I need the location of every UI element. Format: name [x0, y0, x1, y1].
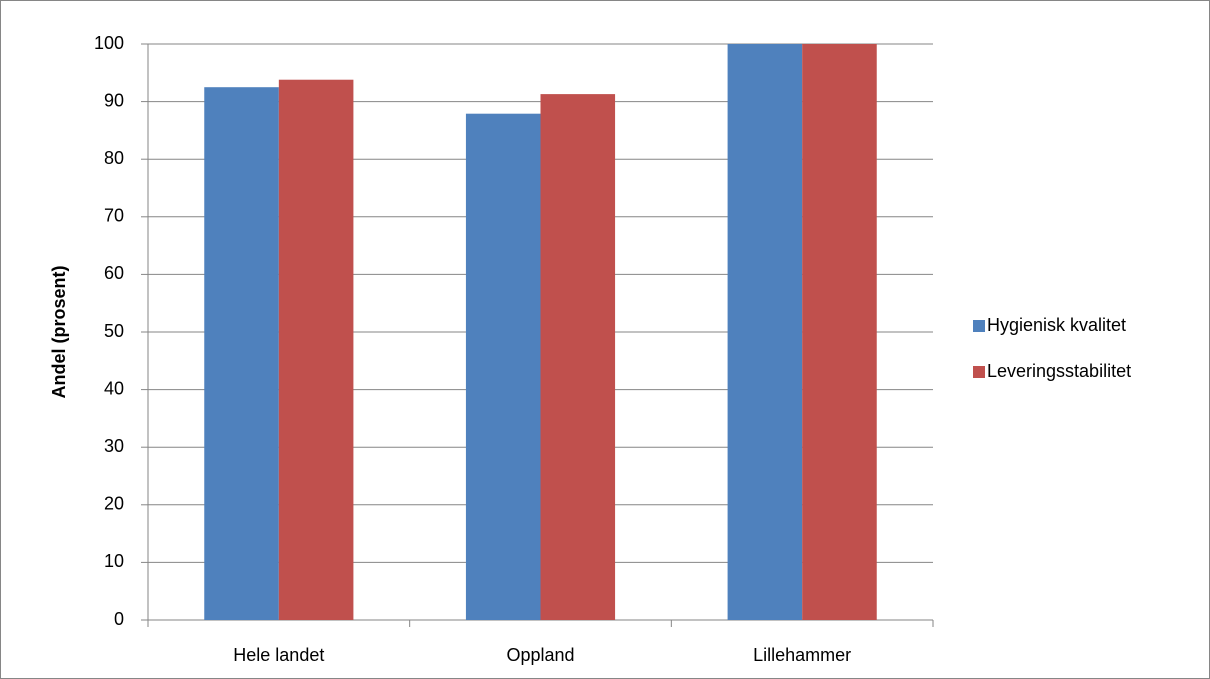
y-axis-title: Andel (prosent) — [49, 265, 69, 398]
y-tick-label: 0 — [114, 609, 124, 629]
legend-label: Hygienisk kvalitet — [987, 315, 1126, 335]
x-tick-label: Lillehammer — [753, 645, 851, 665]
bar — [204, 87, 279, 620]
bar — [802, 44, 877, 620]
y-tick-label: 40 — [104, 378, 124, 398]
bar — [727, 44, 803, 620]
x-tick-label: Oppland — [506, 645, 574, 665]
y-tick-label: 90 — [104, 90, 124, 110]
y-tick-label: 10 — [104, 551, 124, 571]
y-tick-label: 70 — [104, 206, 124, 226]
y-tick-label: 30 — [104, 436, 124, 456]
y-tick-label: 20 — [104, 494, 124, 514]
legend-swatch — [973, 366, 985, 378]
bar — [540, 94, 616, 620]
legend-swatch — [973, 320, 985, 332]
legend-label: Leveringsstabilitet — [987, 361, 1131, 381]
y-tick-label: 50 — [104, 321, 124, 341]
x-tick-label: Hele landet — [233, 645, 324, 665]
y-tick-label: 80 — [104, 148, 124, 168]
bar — [465, 113, 541, 621]
y-tick-label: 100 — [94, 33, 124, 53]
y-tick-label: 60 — [104, 263, 124, 283]
bar — [278, 79, 354, 621]
